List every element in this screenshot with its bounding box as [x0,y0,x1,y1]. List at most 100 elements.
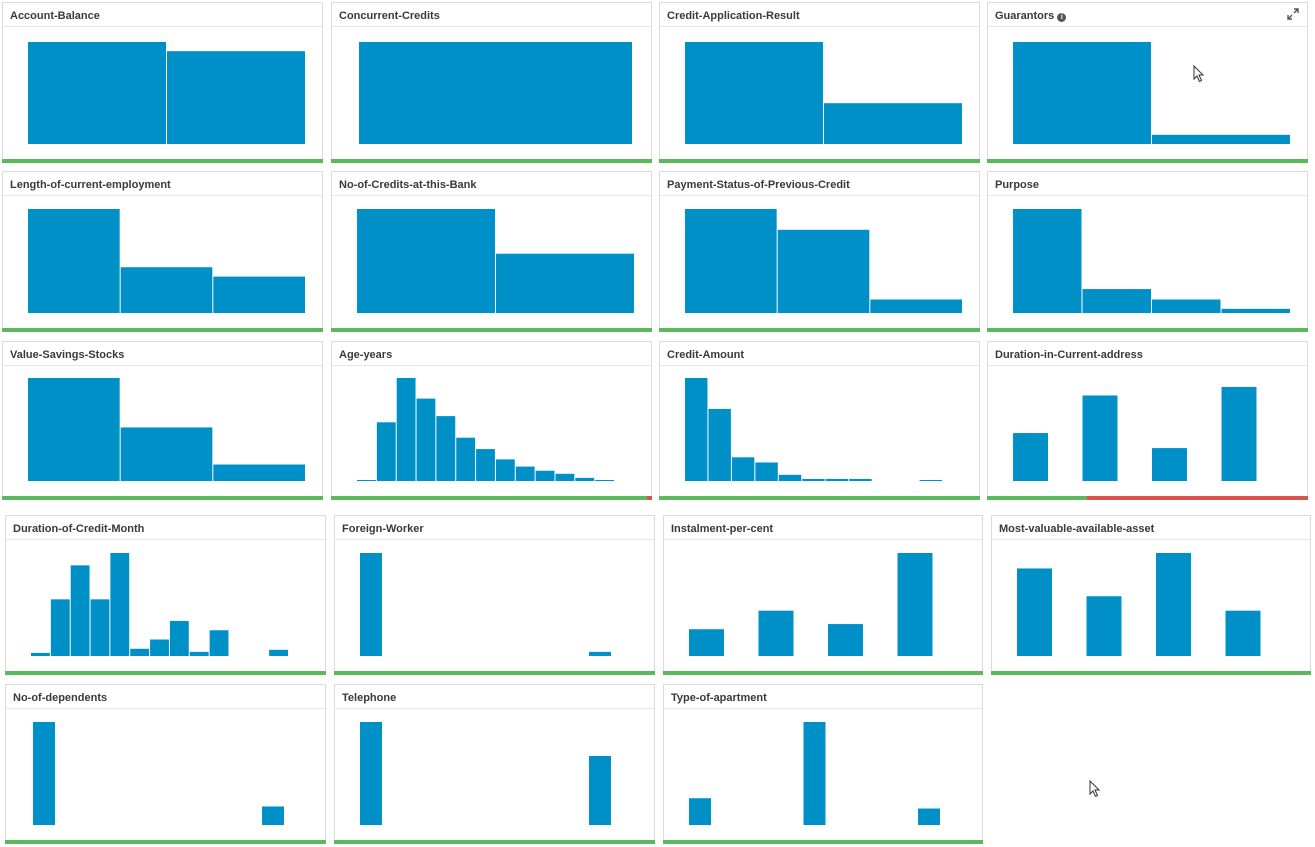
chart-bar[interactable] [778,474,802,481]
card-foreign-worker[interactable]: Foreign-Worker [334,515,655,675]
chart-bar[interactable] [357,479,376,481]
card-duration-of-credit-month[interactable]: Duration-of-Credit-Month [5,515,326,675]
card-length-of-current-employment[interactable]: Length-of-current-employment [2,171,323,332]
card-no-of-credits-at-this-bank[interactable]: No-of-Credits-at-this-Bank [331,171,652,332]
chart-bar[interactable] [1152,299,1221,313]
chart-bar[interactable] [1225,610,1261,656]
chart-bar[interactable] [1221,308,1291,313]
chart-bar[interactable] [689,798,711,825]
chart-bar[interactable] [28,378,120,481]
chart-bar[interactable] [476,449,495,481]
card-most-valuable-available-asset[interactable]: Most-valuable-available-asset [991,515,1311,675]
chart-bar[interactable] [110,553,130,656]
chart-bar[interactable] [731,457,755,481]
chart-bar[interactable] [575,477,595,481]
chart-bar[interactable] [849,478,872,481]
bar-chart [1017,553,1261,656]
chart-bar[interactable] [1221,387,1257,481]
chart-bar[interactable] [595,479,614,481]
data-quality-bar [663,671,983,675]
chart-bar[interactable] [685,42,823,144]
chart-bar[interactable] [803,722,826,825]
card-credit-application-result[interactable]: Credit-Application-Result [659,2,980,163]
chart-bar[interactable] [360,553,382,656]
chart-bar[interactable] [360,722,382,825]
chart-bar[interactable] [589,651,611,656]
quality-segment-good [331,496,648,500]
chart-bar[interactable] [1013,209,1082,313]
chart-bar[interactable] [515,466,535,481]
chart-bar[interactable] [169,620,189,656]
chart-bar[interactable] [456,437,476,481]
chart-bar[interactable] [1082,395,1118,481]
chart-bar[interactable] [50,599,70,656]
chart-bar[interactable] [376,422,396,481]
chart-bar[interactable] [120,427,213,481]
chart-bar[interactable] [436,416,456,481]
chart-bar[interactable] [555,473,575,481]
card-guarantors[interactable]: Guarantors i [987,2,1308,163]
card-concurrent-credits[interactable]: Concurrent-Credits [331,2,652,163]
chart-bar[interactable] [31,652,50,656]
chart-bar[interactable] [870,299,962,313]
card-duration-in-current-address[interactable]: Duration-in-Current-address [987,341,1308,500]
chart-bar[interactable] [755,462,778,481]
chart-bar[interactable] [262,806,284,825]
chart-bar[interactable] [1013,433,1048,481]
chart-bar[interactable] [777,229,870,313]
chart-bar[interactable] [33,722,55,825]
chart-bar[interactable] [708,408,731,481]
card-type-of-apartment[interactable]: Type-of-apartment [663,684,983,844]
chart-bar[interactable] [919,479,942,481]
chart-bar[interactable] [1082,289,1152,313]
chart-bar[interactable] [535,470,555,481]
chart-bar[interactable] [685,378,708,481]
chart-bar[interactable] [189,651,209,656]
card-value-savings-stocks[interactable]: Value-Savings-Stocks [2,341,323,500]
chart-bar[interactable] [1086,596,1122,656]
chart-bar[interactable] [802,478,825,481]
chart-bar[interactable] [689,629,724,656]
card-telephone[interactable]: Telephone [334,684,655,844]
chart-bar[interactable] [918,808,940,825]
card-payment-status-of-previous-credit[interactable]: Payment-Status-of-Previous-Credit [659,171,980,332]
chart-bar[interactable] [28,42,166,144]
chart-bar[interactable] [90,599,110,656]
chart-bar[interactable] [359,42,632,144]
chart-bar[interactable] [897,553,933,656]
card-no-of-dependents[interactable]: No-of-dependents [5,684,326,844]
chart-bar[interactable] [1152,448,1187,481]
card-purpose[interactable]: Purpose [987,171,1308,332]
info-icon[interactable]: i [1057,13,1067,22]
chart-bar[interactable] [495,459,515,481]
chart-bar[interactable] [496,253,634,313]
chart-bar[interactable] [120,267,213,313]
chart-bar[interactable] [213,276,305,313]
chart-bar[interactable] [416,398,436,481]
chart-bar[interactable] [150,639,169,656]
card-credit-amount[interactable]: Credit-Amount [659,341,980,500]
chart-bar[interactable] [28,209,120,313]
chart-bar[interactable] [130,648,150,656]
chart-bar[interactable] [825,478,849,481]
chart-bar[interactable] [824,103,962,144]
expand-icon[interactable] [1287,8,1299,20]
card-instalment-per-cent[interactable]: Instalment-per-cent [663,515,983,675]
chart-bar[interactable] [167,51,305,144]
chart-bar[interactable] [1013,42,1151,144]
chart-bar[interactable] [1152,134,1290,144]
chart-bar[interactable] [213,464,305,481]
chart-bar[interactable] [357,209,495,313]
chart-bar[interactable] [70,565,90,656]
chart-bar[interactable] [209,630,229,656]
chart-bar[interactable] [758,610,794,656]
chart-bar[interactable] [828,624,863,656]
chart-bar[interactable] [396,378,416,481]
chart-bar[interactable] [1156,553,1191,656]
chart-bar[interactable] [1017,568,1052,656]
card-age-years[interactable]: Age-years [331,341,652,500]
chart-bar[interactable] [685,209,777,313]
chart-bar[interactable] [269,649,288,656]
card-account-balance[interactable]: Account-Balance [2,2,323,163]
chart-bar[interactable] [589,755,611,825]
